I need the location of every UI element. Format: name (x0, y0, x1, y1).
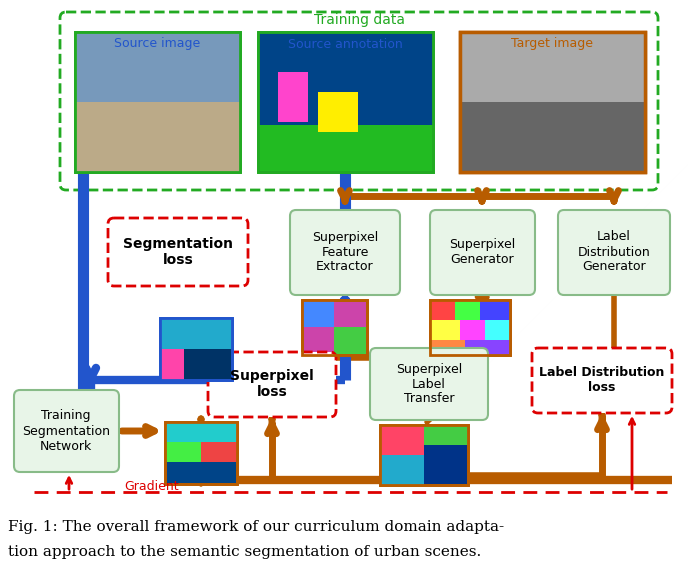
Bar (278, 72, 308, 122)
Text: Target image: Target image (511, 37, 593, 50)
Bar (302, 300, 334, 327)
Bar (380, 425, 424, 455)
FancyBboxPatch shape (558, 210, 670, 295)
Bar (75, 32, 240, 172)
Bar (258, 32, 433, 125)
FancyBboxPatch shape (370, 348, 488, 420)
Bar (75, 32, 240, 172)
Text: tion approach to the semantic segmentation of urban scenes.: tion approach to the semantic segmentati… (8, 545, 481, 559)
Bar (201, 442, 237, 462)
FancyBboxPatch shape (208, 352, 336, 417)
Text: Training data: Training data (314, 13, 405, 27)
Bar (160, 318, 232, 380)
Bar (160, 318, 232, 380)
FancyBboxPatch shape (532, 348, 672, 413)
FancyBboxPatch shape (430, 210, 535, 295)
Bar (380, 425, 468, 485)
Text: Superpixel
Feature
Extractor: Superpixel Feature Extractor (312, 230, 378, 274)
Text: Training
Segmentation
Network: Training Segmentation Network (22, 410, 110, 453)
Bar (480, 300, 510, 320)
Bar (302, 300, 367, 355)
FancyBboxPatch shape (14, 390, 119, 472)
Bar (258, 32, 433, 172)
Text: Source annotation: Source annotation (288, 37, 402, 50)
Bar (160, 318, 232, 349)
Bar (424, 425, 468, 445)
Bar (165, 422, 237, 484)
Text: Superpixel
loss: Superpixel loss (230, 369, 314, 399)
FancyBboxPatch shape (290, 210, 400, 295)
Bar (380, 455, 424, 485)
Bar (165, 442, 201, 462)
Bar (318, 92, 358, 132)
Text: Gradient: Gradient (124, 480, 179, 493)
Bar (460, 32, 645, 102)
Bar (258, 32, 433, 172)
Bar (430, 320, 460, 340)
Bar (430, 300, 510, 355)
Text: Superpixel
Generator: Superpixel Generator (449, 238, 515, 266)
Text: Superpixel
Label
Transfer: Superpixel Label Transfer (396, 363, 462, 405)
Bar (485, 320, 510, 340)
Bar (165, 422, 237, 484)
Text: Source image: Source image (114, 37, 200, 50)
Bar (460, 102, 645, 172)
Bar (460, 320, 485, 340)
Bar (334, 327, 366, 354)
Bar (75, 102, 240, 172)
Text: Label Distribution
loss: Label Distribution loss (539, 366, 665, 394)
Bar (430, 340, 465, 355)
Bar (460, 32, 645, 172)
Text: Segmentation
loss: Segmentation loss (123, 237, 233, 267)
Bar (455, 300, 480, 320)
Bar (258, 125, 433, 171)
Bar (165, 422, 237, 442)
Text: Fig. 1: The overall framework of our curriculum domain adapta-: Fig. 1: The overall framework of our cur… (8, 520, 504, 534)
Bar (75, 32, 240, 102)
Bar (380, 425, 468, 485)
Bar (465, 340, 510, 355)
Bar (430, 300, 455, 320)
Bar (302, 300, 367, 355)
FancyBboxPatch shape (108, 218, 248, 286)
Bar (160, 349, 184, 380)
Bar (460, 32, 645, 172)
Text: Label
Distribution
Generator: Label Distribution Generator (578, 230, 650, 274)
Bar (430, 300, 510, 355)
